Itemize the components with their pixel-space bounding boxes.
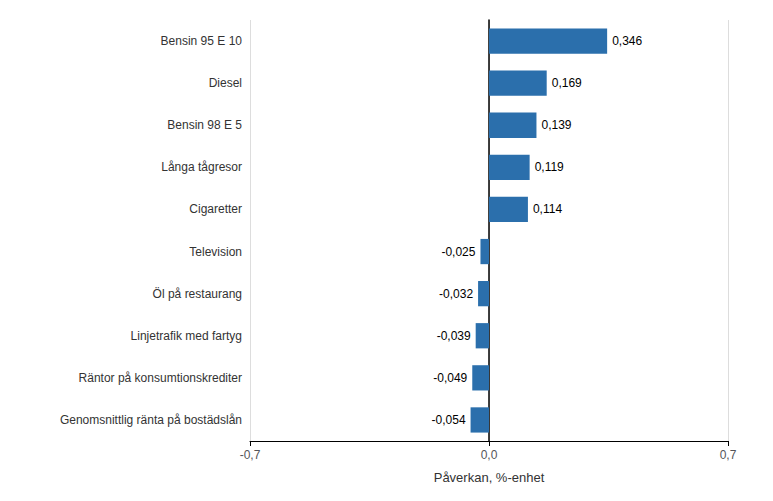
svg-text:0,0: 0,0 (481, 448, 498, 462)
svg-text:-0,049: -0,049 (433, 371, 467, 385)
svg-text:Genomsnittlig ränta på bostäds: Genomsnittlig ränta på bostädslån (60, 413, 242, 427)
svg-text:-0,7: -0,7 (240, 448, 261, 462)
svg-text:Diesel: Diesel (209, 76, 242, 90)
svg-text:Räntor på konsumtionskrediter: Räntor på konsumtionskrediter (79, 371, 242, 385)
svg-text:Långa tågresor: Långa tågresor (161, 160, 242, 174)
svg-text:-0,025: -0,025 (441, 245, 475, 259)
svg-text:-0,039: -0,039 (437, 329, 471, 343)
svg-text:Linjetrafik med fartyg: Linjetrafik med fartyg (131, 329, 242, 343)
svg-text:-0,032: -0,032 (439, 287, 473, 301)
svg-text:Påverkan, %-enhet: Påverkan, %-enhet (434, 470, 545, 485)
svg-text:0,169: 0,169 (552, 76, 582, 90)
svg-text:Television: Television (189, 245, 242, 259)
svg-text:Bensin 98 E 5: Bensin 98 E 5 (167, 118, 242, 132)
svg-text:-0,054: -0,054 (432, 413, 466, 427)
svg-text:Bensin 95 E 10: Bensin 95 E 10 (161, 34, 243, 48)
svg-text:Öl på restaurang: Öl på restaurang (153, 287, 242, 301)
svg-text:0,139: 0,139 (541, 118, 571, 132)
svg-text:0,114: 0,114 (533, 202, 562, 216)
svg-text:0,7: 0,7 (720, 448, 737, 462)
svg-text:Cigaretter: Cigaretter (189, 202, 242, 216)
svg-text:0,119: 0,119 (535, 160, 564, 174)
svg-text:0,346: 0,346 (612, 34, 642, 48)
